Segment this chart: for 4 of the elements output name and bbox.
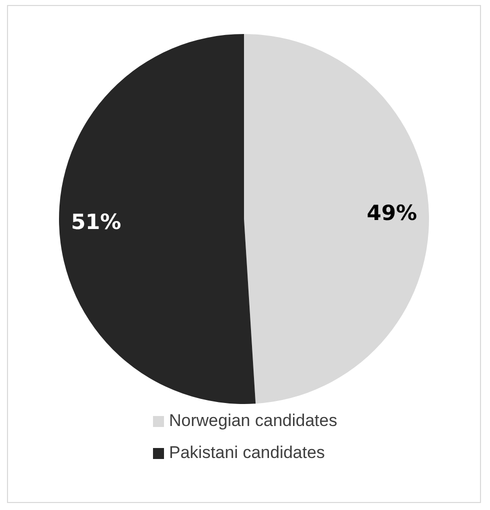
data-label: 49%: [366, 200, 418, 225]
legend-label: Pakistani candidates: [169, 443, 325, 463]
legend-label: Norwegian candidates: [169, 411, 338, 431]
data-label: 51%: [70, 210, 122, 234]
